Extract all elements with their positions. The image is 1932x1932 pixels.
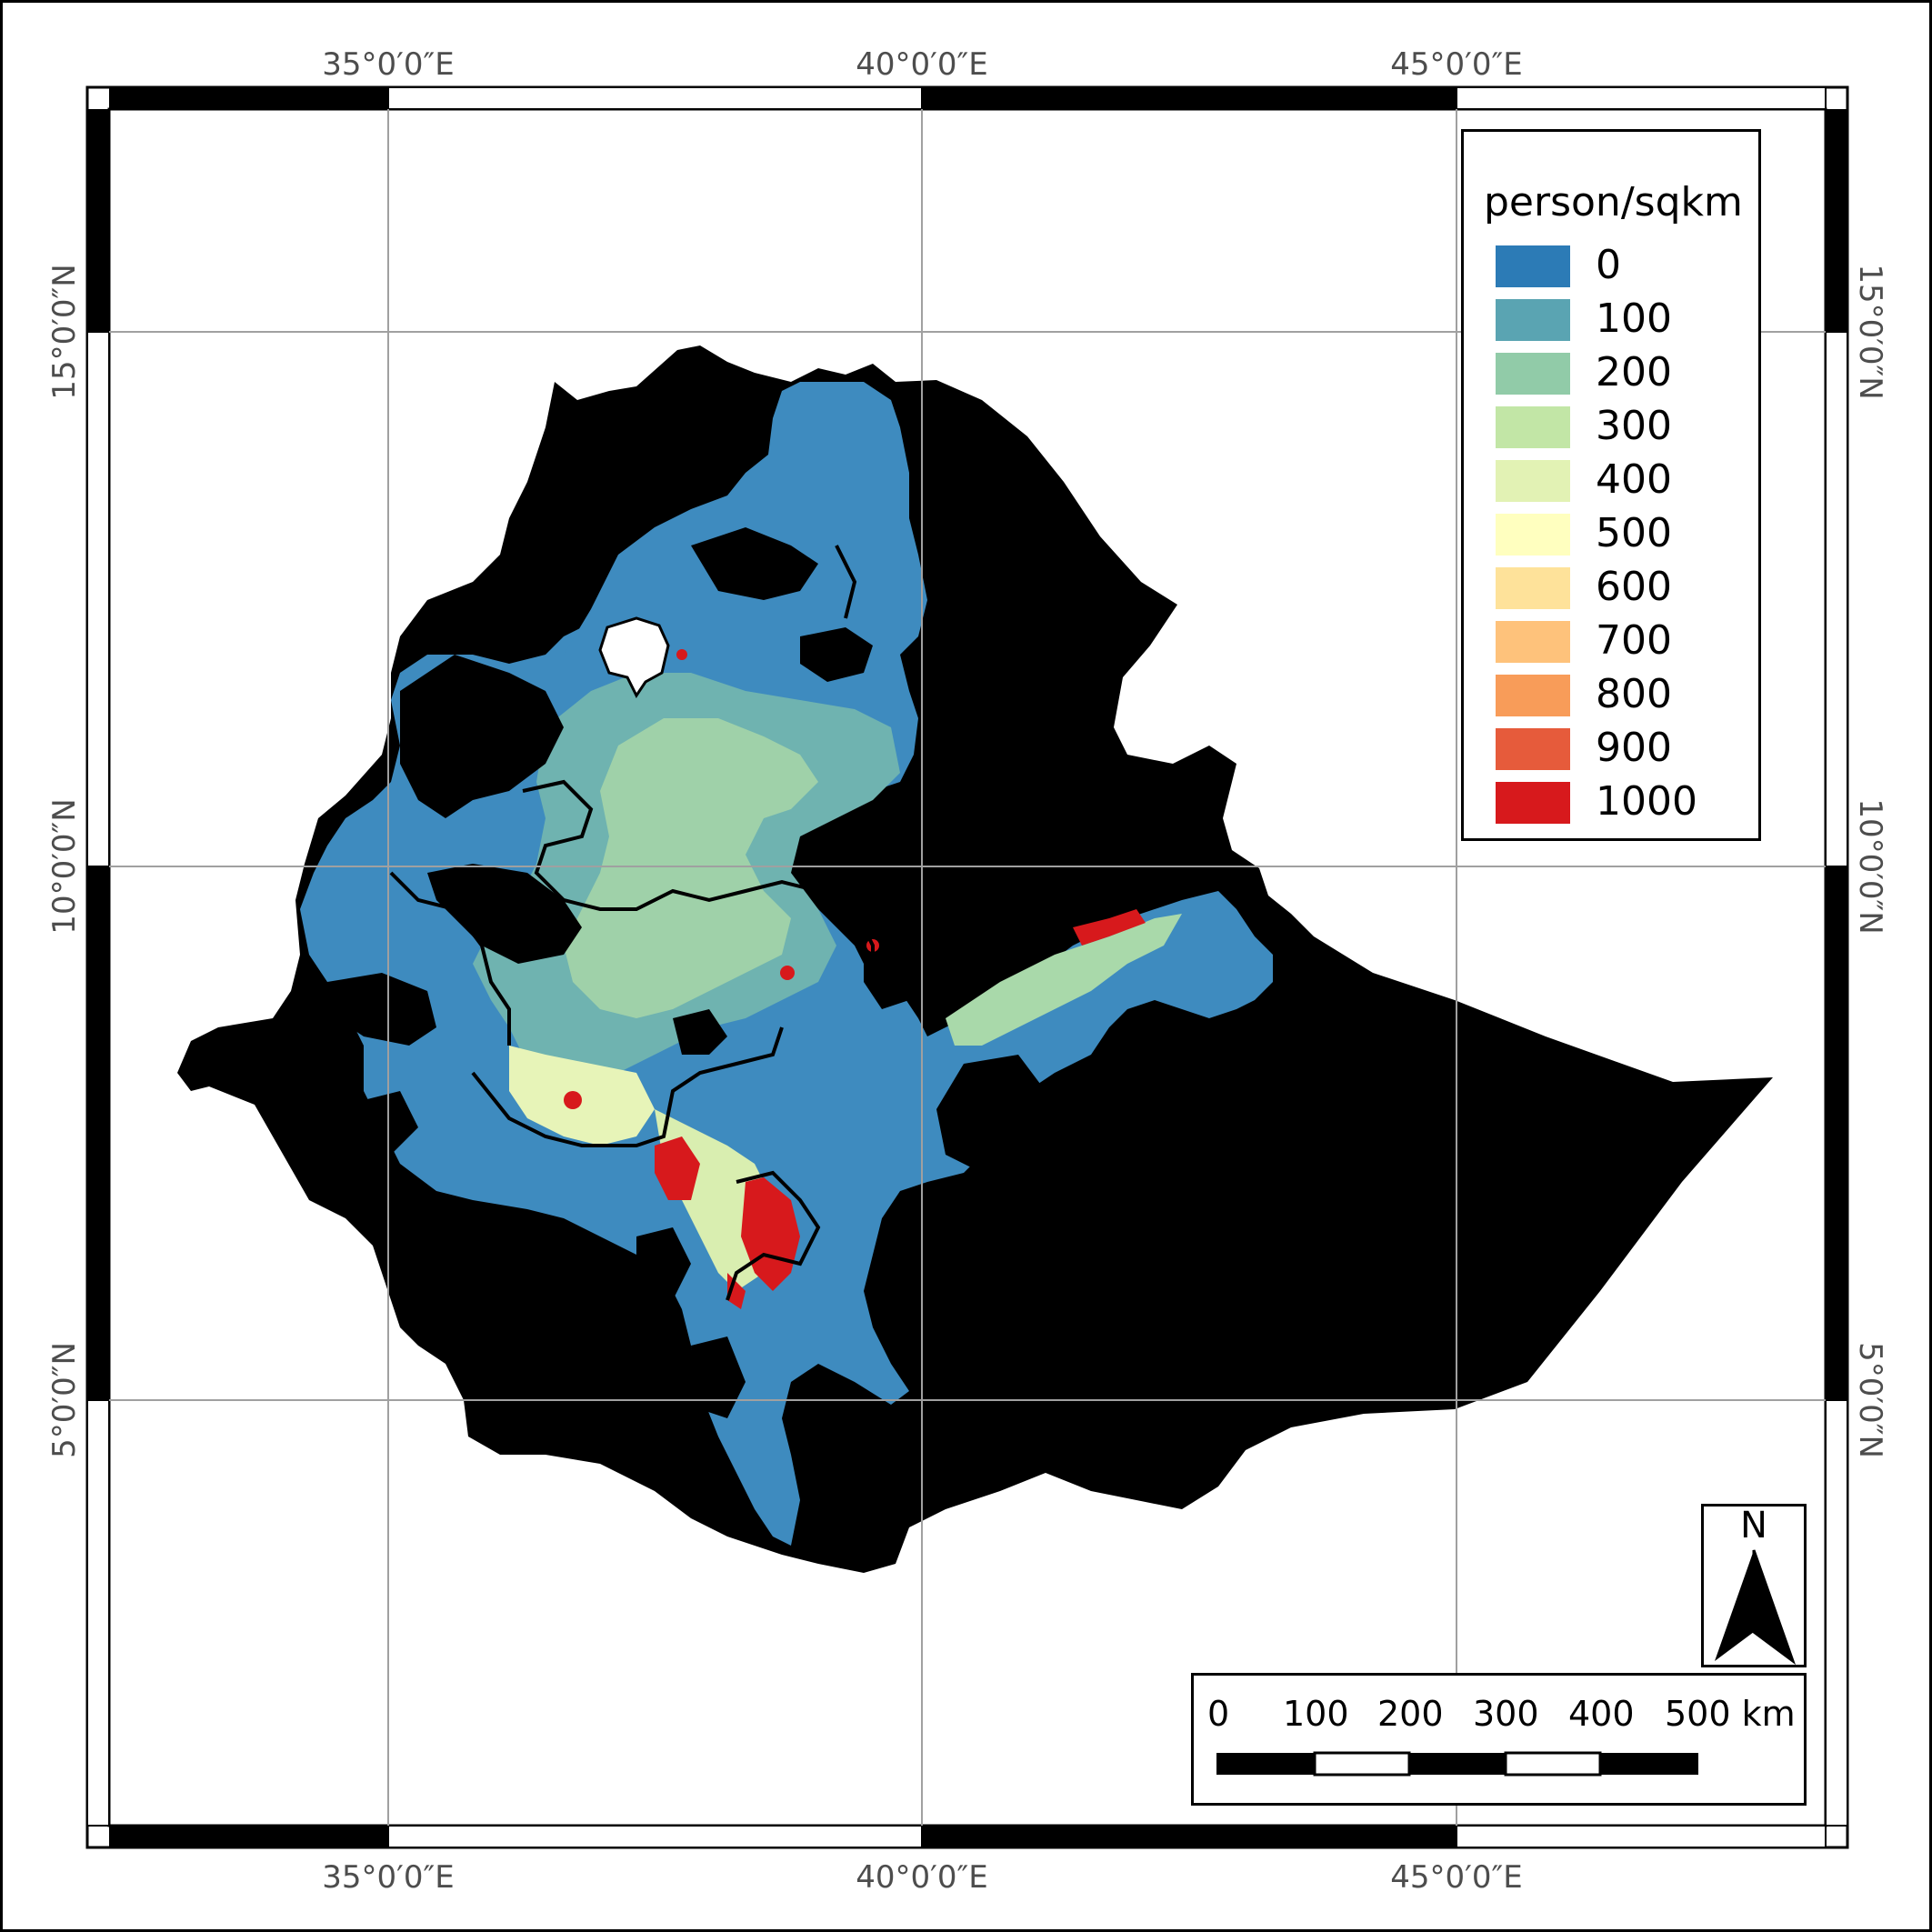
legend-label: 0 — [1596, 242, 1621, 288]
legend-swatch — [1496, 460, 1570, 502]
legend: person/sqkm 0 100 200 300 400 500 600 700 800 900… — [1461, 129, 1761, 841]
scale-label-200: 200 — [1377, 1694, 1444, 1734]
scale-bar: 0 100 200 300 400 500 km — [1191, 1673, 1807, 1806]
lon-label-top-40: 40°0′0″E — [856, 46, 987, 83]
lon-label-top-35: 35°0′0″E — [322, 46, 454, 83]
scale-label-100: 100 — [1283, 1694, 1349, 1734]
lon-label-top-45: 45°0′0″E — [1390, 46, 1522, 83]
legend-label: 200 — [1596, 349, 1672, 395]
lat-label-right-15: 15°0′0″N — [1852, 264, 1888, 399]
longitude-labels-top: 35°0′0″E 40°0′0″E 45°0′0″E — [322, 46, 1522, 83]
legend-swatch — [1496, 675, 1570, 716]
lat-label-right-5: 5°0′0″N — [1852, 1342, 1888, 1458]
legend-label: 400 — [1596, 456, 1672, 503]
legend-swatch — [1496, 245, 1570, 287]
latitude-labels-left: 15°0′0″N 10°0′0″N 5°0′0″N — [46, 264, 83, 1458]
legend-label: 300 — [1596, 403, 1672, 449]
legend-swatch — [1496, 621, 1570, 663]
legend-swatch — [1496, 406, 1570, 448]
lon-label-bottom-35: 35°0′0″E — [322, 1859, 454, 1896]
legend-label: 900 — [1596, 725, 1672, 771]
lat-label-left-5: 5°0′0″N — [46, 1342, 83, 1458]
legend-title: person/sqkm — [1484, 179, 1743, 225]
scale-label-0: 0 — [1207, 1694, 1230, 1734]
legend-label: 100 — [1596, 295, 1672, 342]
lon-label-bottom-45: 45°0′0″E — [1390, 1859, 1522, 1896]
lat-label-right-10: 10°0′0″N — [1852, 798, 1888, 934]
scale-label-300: 300 — [1473, 1694, 1539, 1734]
density-raster — [300, 382, 1273, 1546]
lat-label-left-15: 15°0′0″N — [46, 264, 83, 399]
legend-swatch — [1496, 514, 1570, 556]
legend-swatch — [1496, 782, 1570, 824]
map-frame — [85, 85, 1849, 1849]
north-arrow: N — [1701, 1504, 1807, 1667]
legend-label: 800 — [1596, 671, 1672, 717]
north-arrow-icon — [1715, 1549, 1797, 1665]
nodata-patches — [327, 527, 1146, 1418]
lon-label-bottom-40: 40°0′0″E — [856, 1859, 987, 1896]
legend-label: 600 — [1596, 564, 1672, 610]
legend-swatch — [1496, 567, 1570, 609]
scale-label-500-km: 500 km — [1665, 1694, 1796, 1734]
legend-swatch — [1496, 353, 1570, 395]
legend-swatch — [1496, 728, 1570, 770]
scale-bar-segments — [1216, 1751, 1698, 1777]
latitude-labels-right: 15°0′0″N 10°0′0″N 5°0′0″N — [1852, 264, 1888, 1458]
legend-swatch — [1496, 299, 1570, 341]
longitude-labels-bottom: 35°0′0″E 40°0′0″E 45°0′0″E — [322, 1859, 1522, 1896]
scale-label-400: 400 — [1568, 1694, 1635, 1734]
lat-label-left-10: 10°0′0″N — [46, 798, 83, 934]
regional-boundaries — [389, 545, 875, 1301]
legend-label: 1000 — [1596, 778, 1697, 825]
legend-label: 500 — [1596, 510, 1672, 556]
graticule — [109, 109, 1826, 1826]
lake-tana — [598, 616, 670, 698]
legend-label: 700 — [1596, 617, 1672, 664]
north-label: N — [1740, 1505, 1767, 1547]
